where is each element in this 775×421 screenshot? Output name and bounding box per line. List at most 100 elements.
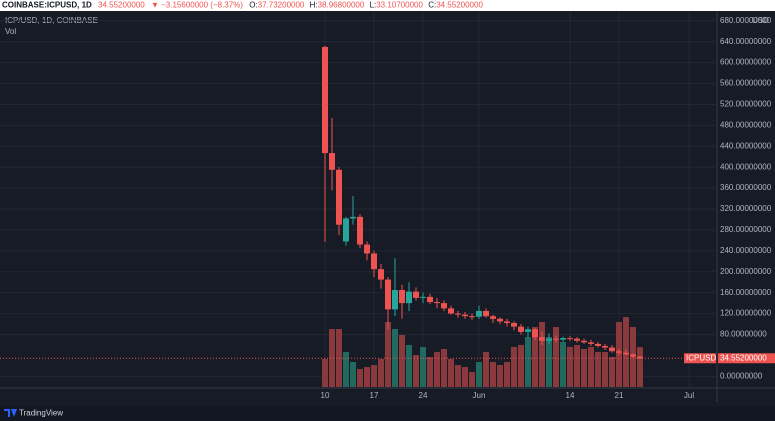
candle-body	[546, 338, 552, 341]
volume-bar	[490, 362, 496, 387]
last: 34.55200000	[98, 1, 145, 10]
volume-bar	[413, 355, 419, 387]
candle-body	[630, 354, 636, 357]
candle-body	[441, 303, 447, 309]
plot	[0, 11, 717, 388]
volume-bar	[497, 365, 503, 387]
change: ▼ −3.15600000 (−8.37%)	[151, 1, 243, 10]
candle-body	[623, 352, 629, 355]
candle-body	[329, 153, 335, 170]
brand-logo[interactable]: TradingView	[0, 406, 775, 421]
candle-body	[560, 338, 566, 340]
volume-bar	[567, 347, 573, 387]
volume-bar	[574, 345, 580, 387]
candle-body	[434, 302, 440, 304]
candle-body	[364, 244, 370, 254]
candle-body	[595, 343, 601, 346]
volume-bar	[392, 329, 398, 387]
candle-body	[497, 318, 503, 322]
brand: TradingView	[19, 409, 63, 418]
candle-body	[448, 308, 454, 314]
price-tag-bg	[718, 353, 775, 364]
candle-body	[343, 218, 349, 242]
volume-bar	[350, 362, 356, 387]
volume-bar	[462, 367, 468, 387]
candle-body	[581, 340, 587, 343]
candle-body	[392, 290, 398, 310]
x-tick-label: 21	[615, 391, 624, 400]
candle-body	[378, 269, 384, 280]
volume-bar	[329, 329, 335, 387]
footer	[0, 406, 775, 421]
volume-bar	[483, 352, 489, 387]
y-tick-label: 200.00000000	[720, 267, 772, 276]
candle-body	[420, 296, 426, 298]
close-label: C:	[428, 1, 436, 10]
price-tag-name: ICPUSD	[686, 353, 716, 362]
candle-body	[553, 338, 559, 340]
volume-bar	[399, 335, 405, 387]
y-tick-label: 80.00000000	[720, 330, 767, 339]
volume-bar	[518, 345, 524, 387]
volume-legend: Vol	[5, 27, 16, 36]
volume-bar	[602, 352, 608, 387]
candle-body	[511, 322, 517, 327]
candle-body	[385, 279, 391, 310]
volume-bar	[406, 345, 412, 387]
volume-bar	[448, 359, 454, 387]
volume-bar	[581, 349, 587, 387]
volume-bar	[385, 322, 391, 387]
volume-bar	[476, 362, 482, 387]
low-label: L:	[370, 1, 377, 10]
candle-body	[469, 316, 475, 318]
volume-bar	[371, 365, 377, 387]
logo-icon	[4, 409, 17, 417]
candle-body	[399, 290, 405, 304]
low: 33.10700000	[376, 1, 423, 10]
currency: USD	[752, 16, 769, 25]
y-tick-label: 240.00000000	[720, 246, 772, 255]
volume-bar	[434, 352, 440, 387]
y-tick-label: 560.00000000	[720, 79, 772, 88]
volume-bar	[511, 347, 517, 387]
x-tick-label: Jun	[473, 391, 486, 400]
volume-bar	[539, 322, 545, 387]
volume-bar	[364, 367, 370, 387]
volume-bar	[455, 365, 461, 387]
candle-body	[525, 329, 531, 332]
candle-body	[588, 342, 594, 344]
volume-bar	[322, 359, 328, 387]
candle-body	[371, 253, 377, 270]
volume-bar	[609, 357, 615, 387]
x-tick-label: 14	[566, 391, 575, 400]
volume-bar	[525, 337, 531, 387]
y-tick-label: 160.00000000	[720, 288, 772, 297]
volume-bar	[595, 352, 601, 387]
volume-bar	[441, 349, 447, 387]
candle-body	[427, 296, 433, 303]
y-tick-label: 600.00000000	[720, 58, 772, 67]
price-tag-label: 34.55200000	[720, 353, 767, 362]
candle-body	[539, 337, 545, 341]
volume-bar	[378, 359, 384, 387]
candle-body	[462, 314, 468, 317]
candle-body	[413, 291, 419, 298]
candle-body	[602, 345, 608, 348]
close: 34.55200000	[436, 1, 483, 10]
x-tick-label: 24	[419, 391, 428, 400]
symbol: COINBASE:ICPUSD, 1D	[2, 1, 92, 10]
candle-body	[490, 316, 496, 319]
candle-body	[532, 329, 538, 338]
open-label: O:	[249, 1, 257, 10]
x-tick-label: 10	[321, 391, 330, 400]
candle-body	[609, 347, 615, 352]
y-tick-label: 360.00000000	[720, 183, 772, 192]
volume-bar	[469, 372, 475, 387]
candle-body	[616, 351, 622, 353]
open: 37.73200000	[258, 1, 305, 10]
candle-body	[483, 310, 489, 317]
volume-bar	[553, 327, 559, 387]
volume-bar	[560, 342, 566, 387]
